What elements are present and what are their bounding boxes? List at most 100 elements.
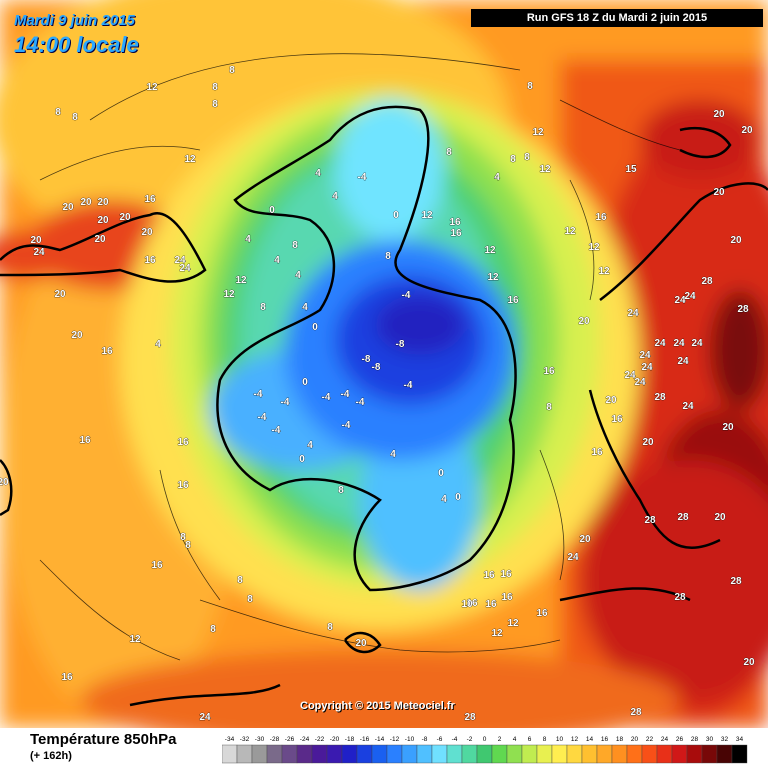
- legend-swatch: [596, 744, 613, 764]
- color-scale-legend: -34 -32 -30 -28 -26 -24 -22 -20 -18 -16 -14 -12 -10-…: [222, 736, 748, 764]
- isotherm-label: 12: [184, 154, 196, 165]
- isotherm-label: 20: [743, 657, 755, 668]
- isotherm-label: -4: [358, 172, 367, 183]
- isotherm-label: 0: [312, 322, 318, 333]
- isotherm-label: 8: [527, 81, 533, 92]
- isotherm-label: 28: [677, 512, 689, 523]
- isotherm-label: -4: [322, 392, 331, 403]
- legend-tick: -2: [467, 736, 473, 743]
- isotherm-label: 0: [299, 454, 305, 465]
- isotherm-label: 16: [591, 447, 603, 458]
- isotherm-label: 16: [483, 570, 495, 581]
- isotherm-label: 16: [507, 295, 519, 306]
- isotherm-label: 0: [438, 468, 444, 479]
- legend-swatch: [266, 744, 283, 764]
- isotherm-label: 12: [491, 628, 503, 639]
- legend-tick: 14: [586, 736, 594, 743]
- isotherm-label: 20: [642, 437, 654, 448]
- legend-swatch: [551, 744, 568, 764]
- forecast-date: Mardi 9 juin 2015: [14, 12, 135, 29]
- isotherm-label: 8: [385, 251, 391, 262]
- field-title: Température 850hPa: [30, 731, 177, 748]
- legend-tick: 8: [543, 736, 547, 743]
- legend-tick: 6: [528, 736, 532, 743]
- isotherm-label: 20: [30, 235, 42, 246]
- isotherm-label: 15: [625, 164, 637, 175]
- isotherm-label: 12: [588, 242, 600, 253]
- isotherm-label: 12: [539, 164, 551, 175]
- isotherm-label: 16: [177, 480, 189, 491]
- isotherm-label: 24: [641, 362, 653, 373]
- legend-tick: -30: [255, 736, 265, 743]
- legend-swatch: [341, 744, 358, 764]
- isotherm-label: 4: [155, 339, 161, 350]
- isotherm-label: 20: [62, 202, 74, 213]
- legend-swatch: [251, 744, 268, 764]
- isotherm-label: 12: [129, 634, 141, 645]
- isotherm-label: 16: [485, 599, 497, 610]
- isotherm-label: 24: [639, 350, 651, 361]
- isotherm-label: 4: [494, 172, 500, 183]
- isotherm-label: 20: [119, 212, 131, 223]
- legend-tick: -4: [452, 736, 458, 743]
- legend-tick: 0: [483, 736, 487, 743]
- isotherm-label: 12: [484, 245, 496, 256]
- legend-swatch: [416, 744, 433, 764]
- legend-swatch: [236, 744, 253, 764]
- isotherm-label: 28: [654, 392, 666, 403]
- isotherm-label: 20: [730, 235, 742, 246]
- isotherm-label: -4: [404, 380, 413, 391]
- isotherm-label: -4: [402, 290, 411, 301]
- isotherm-label: 8: [510, 154, 516, 165]
- isotherm-label: 20: [579, 534, 591, 545]
- isotherm-label: 16: [151, 560, 163, 571]
- isotherm-label: 4: [390, 449, 396, 460]
- isotherm-label: 24: [654, 338, 666, 349]
- legend-tick: -20: [330, 736, 340, 743]
- isotherm-label: 12: [421, 210, 433, 221]
- isotherm-label: 20: [97, 197, 109, 208]
- legend-tick: -34: [225, 736, 235, 743]
- isotherm-label: 8: [260, 302, 266, 313]
- isotherm-label: 12: [146, 82, 158, 93]
- isotherm-label: -4: [342, 420, 351, 431]
- isotherm-label: 16: [101, 346, 113, 357]
- legend-tick: -32: [240, 736, 250, 743]
- isotherm-label: 0: [302, 377, 308, 388]
- isotherm-label: 20: [97, 215, 109, 226]
- isotherm-label: 4: [315, 168, 321, 179]
- isotherm-label: 24: [567, 552, 579, 563]
- isotherm-label: 24: [624, 370, 636, 381]
- legend-swatch: [461, 744, 478, 764]
- isotherm-label: 8: [185, 540, 191, 551]
- isotherm-label: 8: [212, 82, 218, 93]
- legend-tick: -28: [270, 736, 280, 743]
- contour-lines: [0, 105, 768, 707]
- isotherm-label: 16: [449, 217, 461, 228]
- isotherm-label: 12: [487, 272, 499, 283]
- isotherm-label: 8: [292, 240, 298, 251]
- isotherm-label: 16: [500, 569, 512, 580]
- legend-tick: 16: [601, 736, 609, 743]
- isotherm-label: 16: [450, 228, 462, 239]
- legend-tick: -12: [390, 736, 400, 743]
- legend-tick: -6: [437, 736, 443, 743]
- isotherm-label: 8: [327, 622, 333, 633]
- forecast-lead-time: (+ 162h): [30, 750, 72, 762]
- isotherm-label: 8: [546, 402, 552, 413]
- isotherm-label: 16: [536, 608, 548, 619]
- legend-swatch: [716, 744, 733, 764]
- isotherm-label: 16: [144, 194, 156, 205]
- isotherm-label: 20: [94, 234, 106, 245]
- legend-tick: 30: [706, 736, 714, 743]
- legend-swatch: [656, 744, 673, 764]
- isotherm-label: 20: [54, 289, 66, 300]
- isotherm-label: 24: [673, 338, 685, 349]
- isotherm-label: 8: [229, 65, 235, 76]
- isotherm-label: 28: [464, 712, 476, 723]
- legend-tick: 26: [676, 736, 684, 743]
- legend-tick: 18: [616, 736, 624, 743]
- legend-swatch: [581, 744, 598, 764]
- isotherm-label: 4: [295, 270, 301, 281]
- isotherm-label: 28: [674, 592, 686, 603]
